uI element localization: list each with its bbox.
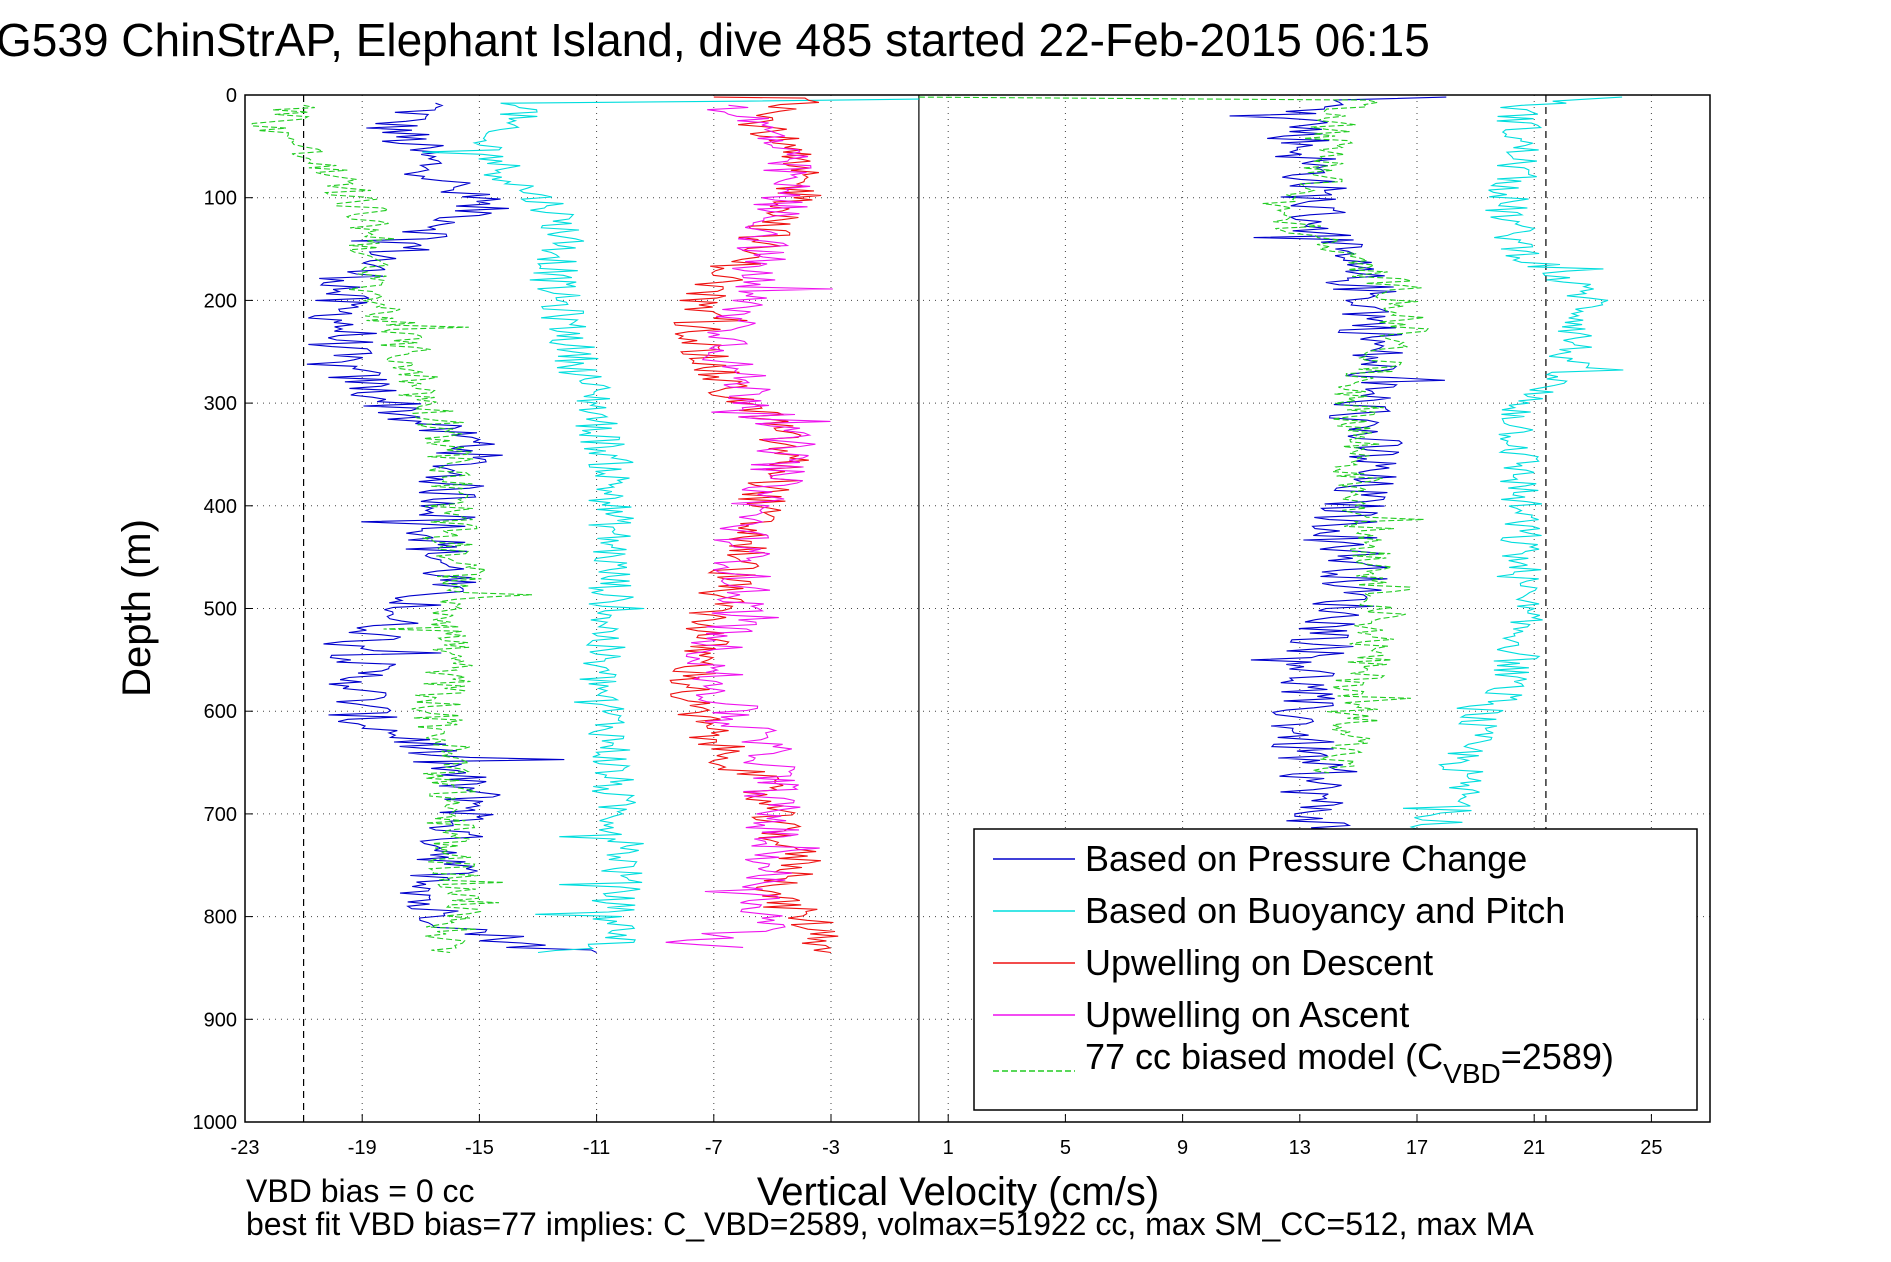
plot-frame (244, 94, 1711, 1123)
legend-label-2: Upwelling on Descent (1085, 942, 1433, 983)
x-axis-label: Vertical Velocity (cm/s) (757, 1170, 1159, 1214)
y-tick-labels: 0 100 200 300 400 500 600 700 800 900 1000 (193, 85, 238, 1134)
x-tick-label: -11 (583, 1137, 610, 1159)
y-tick-label: 400 (204, 496, 237, 518)
x-tick-label: 13 (1289, 1137, 1311, 1159)
legend-label-4: 77 cc biased model (CVBD=2589) (1085, 1036, 1614, 1089)
best-fit-note: best fit VBD bias=77 implies: C_VBD=2589… (246, 1206, 1534, 1242)
x-tick-label: 17 (1406, 1137, 1428, 1159)
x-tick-labels: -23 -19 -15 -11 -7 -3 1 5 9 13 17 21 25 (231, 1137, 1663, 1159)
y-axis-label: Depth (m) (115, 519, 159, 697)
y-tick-label: 800 (204, 907, 237, 929)
x-tick-label: 5 (1060, 1137, 1071, 1159)
y-tick-label: 600 (204, 701, 237, 723)
chart-title: G539 ChinStrAP, Elephant Island, dive 48… (0, 14, 1430, 66)
series-line-4 (918, 96, 1430, 774)
legend-label-0: Based on Pressure Change (1085, 838, 1527, 879)
x-tick-label: -19 (348, 1137, 377, 1159)
y-tick-label: 200 (204, 290, 237, 312)
y-tick-label: 900 (204, 1009, 237, 1031)
y-tick-label: 700 (204, 804, 237, 826)
x-tick-label: -15 (465, 1137, 494, 1159)
x-tick-label: 25 (1640, 1137, 1662, 1159)
series-line-3 (665, 104, 833, 948)
series-line-4 (250, 104, 533, 954)
series-line-1 (1402, 96, 1624, 830)
y-tick-label: 1000 (193, 1112, 238, 1134)
legend-box (973, 828, 1698, 1111)
x-tick-label: -23 (231, 1137, 260, 1159)
series-layer (250, 96, 1624, 954)
legend-label-1: Based on Buoyancy and Pitch (1085, 890, 1565, 931)
y-tick-label: 100 (204, 188, 237, 210)
legend: Based on Pressure Change Based on Buoyanc… (973, 828, 1698, 1111)
series-line-1 (422, 98, 919, 954)
vbd-bias-note: VBD bias = 0 cc (246, 1173, 475, 1209)
series-line-0 (1229, 96, 1447, 833)
y-tick-label: 300 (204, 393, 237, 415)
x-tick-label: 21 (1523, 1137, 1545, 1159)
x-tick-label: -3 (822, 1137, 840, 1159)
series-line-2 (669, 96, 839, 954)
legend-label-3: Upwelling on Ascent (1085, 994, 1409, 1035)
y-tick-label: 0 (226, 85, 237, 107)
x-tick-label: 9 (1177, 1137, 1188, 1159)
x-tick-label: -7 (705, 1137, 723, 1159)
series-line-0 (306, 102, 597, 953)
x-tick-label: 1 (943, 1137, 954, 1159)
y-tick-label: 500 (204, 599, 237, 621)
